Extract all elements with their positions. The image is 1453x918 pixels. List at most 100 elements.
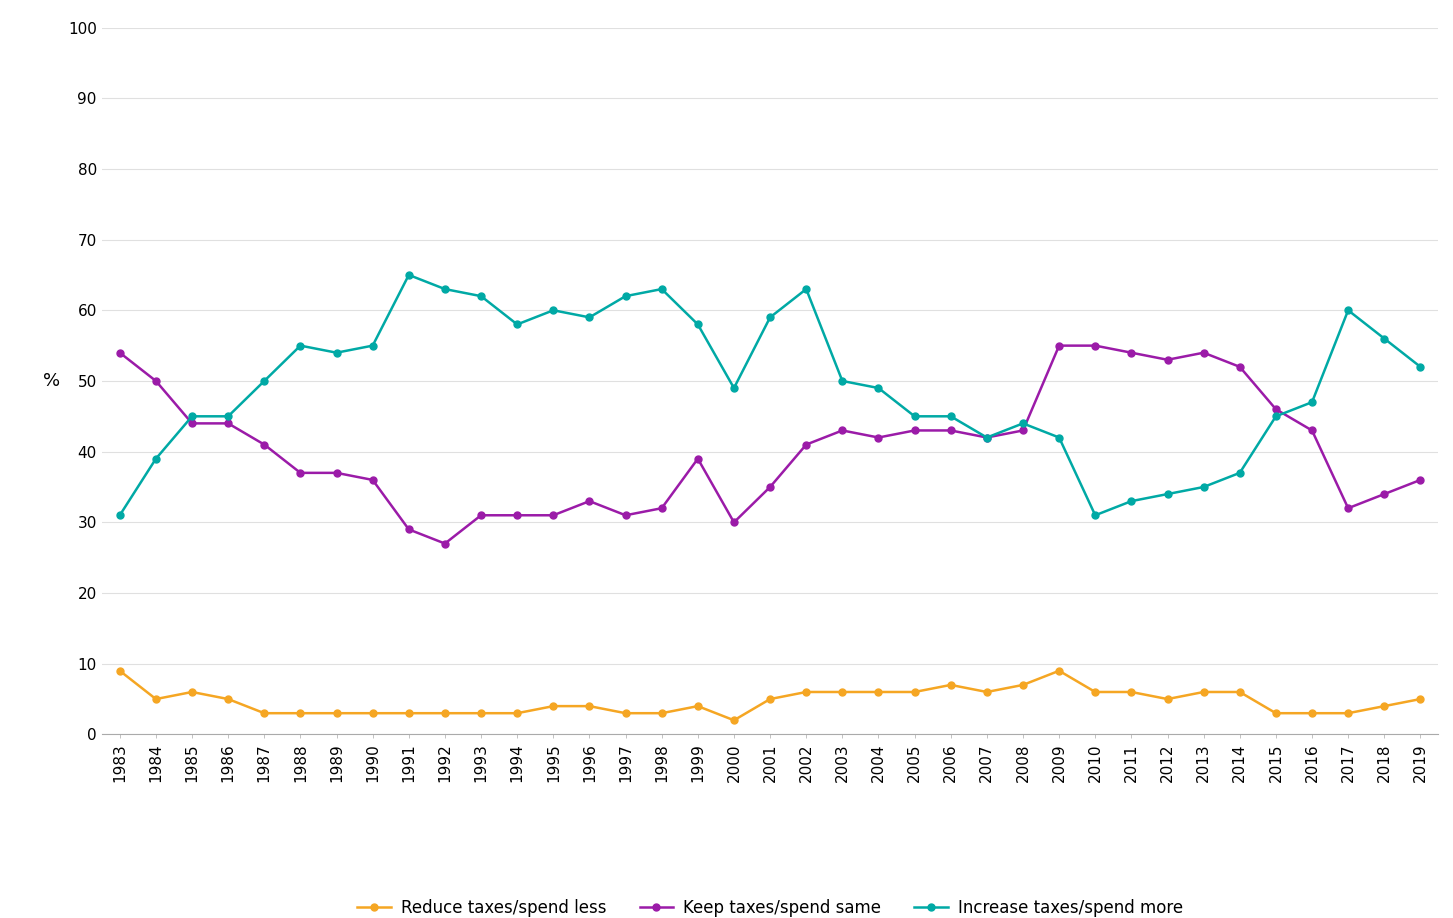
Increase taxes/spend more [1267,411,1284,422]
Reduce taxes/spend less [219,694,237,705]
Increase taxes/spend more [1412,362,1430,373]
Reduce taxes/spend less [1412,694,1430,705]
Keep taxes/spend same [942,425,959,436]
Reduce taxes/spend less [1159,694,1177,705]
Increase taxes/spend more [1159,488,1177,499]
Keep taxes/spend same [1231,362,1248,373]
Increase taxes/spend more [581,312,599,323]
Keep taxes/spend same [689,453,706,465]
Reduce taxes/spend less [652,708,670,719]
Reduce taxes/spend less [942,679,959,690]
Keep taxes/spend same [870,432,888,443]
Reduce taxes/spend less [978,687,995,698]
Reduce taxes/spend less [1340,708,1357,719]
Increase taxes/spend more [1194,481,1212,492]
Increase taxes/spend more [1376,333,1393,344]
Reduce taxes/spend less [870,687,888,698]
Increase taxes/spend more [1123,496,1141,507]
Increase taxes/spend more [978,432,995,443]
Keep taxes/spend same [652,503,670,514]
Increase taxes/spend more [1051,432,1068,443]
Keep taxes/spend same [1123,347,1141,358]
Keep taxes/spend same [761,481,779,492]
Increase taxes/spend more [1087,509,1104,521]
Reduce taxes/spend less [400,708,417,719]
Increase taxes/spend more [618,291,635,302]
Increase taxes/spend more [942,411,959,422]
Reduce taxes/spend less [1376,700,1393,711]
Keep taxes/spend same [1087,341,1104,352]
Reduce taxes/spend less [725,715,742,726]
Keep taxes/spend same [400,524,417,535]
Reduce taxes/spend less [147,694,164,705]
Reduce taxes/spend less [761,694,779,705]
Legend: Reduce taxes/spend less, Keep taxes/spend same, Increase taxes/spend more: Reduce taxes/spend less, Keep taxes/spen… [350,892,1190,918]
Keep taxes/spend same [1267,404,1284,415]
Increase taxes/spend more [1303,397,1321,408]
Reduce taxes/spend less [256,708,273,719]
Keep taxes/spend same [1303,425,1321,436]
Reduce taxes/spend less [1014,679,1032,690]
Keep taxes/spend same [436,538,453,549]
Increase taxes/spend more [652,284,670,295]
Increase taxes/spend more [798,284,815,295]
Reduce taxes/spend less [1267,708,1284,719]
Keep taxes/spend same [1159,354,1177,365]
Keep taxes/spend same [328,467,346,478]
Increase taxes/spend more [363,341,381,352]
Increase taxes/spend more [725,383,742,394]
Keep taxes/spend same [1376,488,1393,499]
Reduce taxes/spend less [110,666,128,677]
Line: Reduce taxes/spend less: Reduce taxes/spend less [116,667,1424,723]
Keep taxes/spend same [183,418,201,429]
Keep taxes/spend same [798,439,815,450]
Keep taxes/spend same [545,509,562,521]
Reduce taxes/spend less [1194,687,1212,698]
Keep taxes/spend same [581,496,599,507]
Increase taxes/spend more [905,411,923,422]
Keep taxes/spend same [1051,341,1068,352]
Increase taxes/spend more [292,341,309,352]
Increase taxes/spend more [689,319,706,330]
Keep taxes/spend same [147,375,164,386]
Reduce taxes/spend less [581,700,599,711]
Increase taxes/spend more [328,347,346,358]
Keep taxes/spend same [292,467,309,478]
Reduce taxes/spend less [1123,687,1141,698]
Keep taxes/spend same [905,425,923,436]
Increase taxes/spend more [834,375,851,386]
Increase taxes/spend more [870,383,888,394]
Increase taxes/spend more [472,291,490,302]
Increase taxes/spend more [219,411,237,422]
Keep taxes/spend same [219,418,237,429]
Keep taxes/spend same [509,509,526,521]
Keep taxes/spend same [1412,475,1430,486]
Keep taxes/spend same [256,439,273,450]
Keep taxes/spend same [834,425,851,436]
Reduce taxes/spend less [1051,666,1068,677]
Keep taxes/spend same [1194,347,1212,358]
Line: Keep taxes/spend same: Keep taxes/spend same [116,342,1424,547]
Increase taxes/spend more [256,375,273,386]
Increase taxes/spend more [436,284,453,295]
Keep taxes/spend same [1014,425,1032,436]
Reduce taxes/spend less [436,708,453,719]
Increase taxes/spend more [183,411,201,422]
Reduce taxes/spend less [472,708,490,719]
Increase taxes/spend more [545,305,562,316]
Increase taxes/spend more [400,270,417,281]
Increase taxes/spend more [1340,305,1357,316]
Increase taxes/spend more [1231,467,1248,478]
Keep taxes/spend same [110,347,128,358]
Reduce taxes/spend less [183,687,201,698]
Reduce taxes/spend less [363,708,381,719]
Increase taxes/spend more [147,453,164,465]
Reduce taxes/spend less [545,700,562,711]
Keep taxes/spend same [472,509,490,521]
Reduce taxes/spend less [798,687,815,698]
Reduce taxes/spend less [834,687,851,698]
Reduce taxes/spend less [292,708,309,719]
Reduce taxes/spend less [509,708,526,719]
Line: Increase taxes/spend more: Increase taxes/spend more [116,272,1424,519]
Keep taxes/spend same [618,509,635,521]
